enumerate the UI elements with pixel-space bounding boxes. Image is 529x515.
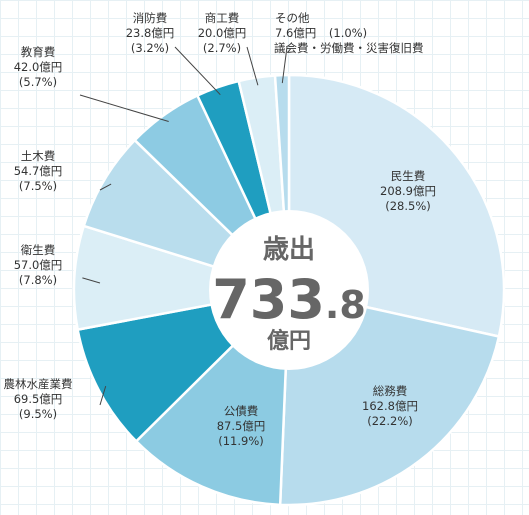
label-sonota: その他 7.6億円 — [275, 11, 316, 40]
leader-line-sonota — [281, 46, 288, 84]
label-shoko-value_text: 20.0億円 — [198, 26, 247, 40]
label-minsei-value_text: 208.9億円 — [380, 184, 436, 198]
label-norin-percent_text: (9.5%) — [19, 407, 57, 421]
label-norin-value_text: 69.5億円 — [14, 392, 63, 406]
leader-line-eisei — [82, 277, 101, 284]
label-kosai-value_text: 87.5億円 — [217, 419, 266, 433]
center-total-decimal: .8 — [325, 283, 366, 327]
label-kyoiku-name: 教育費 — [21, 45, 56, 59]
label-shobo-name: 消防費 — [133, 11, 168, 25]
leader-line-shoko — [246, 46, 259, 86]
label-kosai: 公債費 87.5億円(11.9%) — [217, 404, 266, 448]
center-total-integer: 733 — [212, 268, 325, 331]
label-kyoiku-value_text: 42.0億円 — [14, 60, 63, 74]
label-kyoiku: 教育費 42.0億円(5.7%) — [14, 45, 63, 89]
donut-hole — [209, 210, 369, 370]
label-minsei-name: 民生費 — [391, 169, 426, 183]
label-norin: 農林水産業費 69.5億円(9.5%) — [4, 377, 73, 421]
label-norin-name: 農林水産業費 — [4, 377, 73, 391]
label-eisei: 衛生費 57.0億円(7.8%) — [14, 243, 63, 287]
label-doboku-percent_text: (7.5%) — [19, 179, 57, 193]
label-shoko-percent_text: (2.7%) — [203, 41, 241, 55]
label-somu-name: 総務費 — [373, 384, 408, 398]
slice-eisei — [72, 224, 290, 332]
leader-line-doboku — [99, 183, 112, 191]
label-sonota-name: その他 — [275, 11, 310, 25]
label-doboku: 土木費 54.7億円(7.5%) — [14, 149, 63, 193]
label-sonota-value_text: 7.6億円 — [275, 26, 316, 40]
label-minsei-percent_text: (28.5%) — [385, 199, 431, 213]
label-doboku-name: 土木費 — [21, 149, 56, 163]
leader-line-norin — [99, 385, 107, 406]
label-kosai-name: 公債費 — [224, 404, 259, 418]
leader-line-shobo — [174, 46, 221, 96]
label-shoko-name: 商工費 — [205, 11, 240, 25]
label-eisei-name: 衛生費 — [21, 243, 56, 257]
label-shobo: 消防費 23.8億円(3.2%) — [126, 11, 175, 55]
label-shobo-value_text: 23.8億円 — [126, 26, 175, 40]
center-total: 733.8 — [212, 268, 366, 331]
label-kyoiku-percent_text: (5.7%) — [19, 75, 57, 89]
leader-line-kyoiku — [79, 94, 169, 122]
label-minsei: 民生費 208.9億円(28.5%) — [380, 169, 436, 213]
label-shoko: 商工費 20.0億円(2.7%) — [198, 11, 247, 55]
label-somu-value_text: 162.8億円 — [362, 399, 418, 413]
label-eisei-percent_text: (7.8%) — [19, 273, 57, 287]
label-somu-percent_text: (22.2%) — [367, 414, 413, 428]
label-sonota-percent: (1.0%) — [329, 26, 367, 40]
label-somu: 総務費 162.8億円(22.2%) — [362, 384, 418, 428]
label-doboku-value_text: 54.7億円 — [14, 164, 63, 178]
label-eisei-value_text: 57.0億円 — [14, 258, 63, 272]
center-unit: 億円 — [267, 328, 311, 354]
label-sonota-note: 議会費・労働費・災害復旧費 — [274, 41, 424, 55]
center-title: 歳出 — [263, 235, 315, 265]
label-shobo-percent_text: (3.2%) — [131, 41, 169, 55]
label-kosai-percent_text: (11.9%) — [218, 434, 264, 448]
